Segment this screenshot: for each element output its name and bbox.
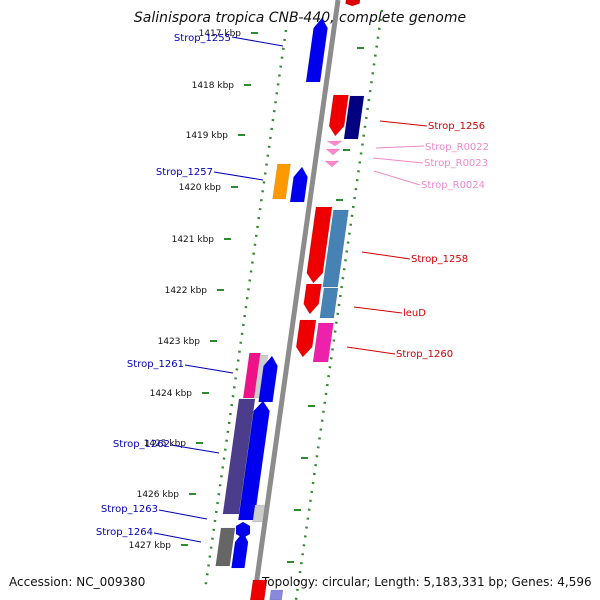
gene-leader-line bbox=[373, 170, 421, 186]
ruler-label: 1423 kbp bbox=[158, 337, 201, 347]
gene-leader-line bbox=[170, 444, 220, 454]
gene-glyph-leud[interactable] bbox=[303, 283, 322, 315]
gene-leader-line bbox=[353, 306, 403, 314]
gene-glyph-strop-r0024[interactable] bbox=[324, 160, 340, 168]
gene-label[interactable]: Strop_R0022 bbox=[425, 142, 489, 153]
gene-labels: Strop_1255 Strop_1256 Strop_R0022 Strop_R00… bbox=[96, 33, 489, 543]
gene-leader-line bbox=[361, 251, 411, 260]
ruler-label: 1422 kbp bbox=[165, 286, 208, 296]
gene-glyph-strop-1256-partner[interactable] bbox=[343, 95, 365, 140]
gene-label[interactable]: Strop_1262 bbox=[113, 439, 170, 450]
gene-glyph-strop-1261[interactable] bbox=[258, 355, 278, 403]
ruler-label: 1421 kbp bbox=[172, 235, 215, 245]
gene-glyph-bottom-partial-blue[interactable] bbox=[269, 589, 284, 600]
gene-glyph-strop-1262-slate[interactable] bbox=[222, 398, 256, 515]
gene-glyph-top-partial[interactable] bbox=[345, 0, 361, 7]
gene-leader-line bbox=[184, 364, 234, 374]
gene-label[interactable]: Strop_1264 bbox=[96, 527, 153, 538]
gene-leader-line bbox=[346, 346, 396, 355]
gene-label[interactable]: Strop_1255 bbox=[174, 33, 231, 44]
gene-glyph-strop-1258-steel[interactable] bbox=[322, 209, 349, 288]
gene-label[interactable]: Strop_1260 bbox=[396, 349, 453, 360]
gene-glyph-strop-1257-orange[interactable] bbox=[272, 163, 291, 200]
gene-leader-line bbox=[375, 145, 425, 149]
ruler-label: 1420 kbp bbox=[179, 183, 222, 193]
gene-glyph-strop-1260-pink[interactable] bbox=[312, 322, 334, 363]
genome-stats: Topology: circular; Length: 5,183,331 bp… bbox=[262, 575, 592, 589]
accession-text: Accession: NC_009380 bbox=[9, 575, 146, 589]
ruler-label: 1426 kbp bbox=[137, 490, 180, 500]
gene-glyph-strop-r0023[interactable] bbox=[325, 148, 341, 156]
gene-label[interactable]: Strop_1256 bbox=[428, 121, 485, 132]
ruler-label: 1419 kbp bbox=[186, 131, 229, 141]
gene-glyph-bottom-partial-red[interactable] bbox=[249, 579, 268, 600]
gene-glyph-strop-1255[interactable] bbox=[305, 17, 328, 83]
ruler-label: 1427 kbp bbox=[129, 541, 172, 551]
gene-leader-line bbox=[372, 157, 424, 164]
gene-glyph-strop-1258[interactable] bbox=[306, 206, 333, 284]
gene-label[interactable]: leuD bbox=[403, 308, 426, 319]
ruler-label: 1424 kbp bbox=[150, 389, 193, 399]
gene-glyph-leud-steel[interactable] bbox=[319, 287, 339, 319]
gene-leader-line bbox=[158, 509, 208, 520]
gene-label[interactable]: Strop_1257 bbox=[156, 167, 213, 178]
gene-glyph-strop-1264[interactable] bbox=[231, 531, 249, 569]
gene-leader-line bbox=[379, 120, 428, 127]
gene-glyph-strop-1260[interactable] bbox=[295, 319, 317, 358]
gene-label[interactable]: Strop_R0024 bbox=[421, 180, 485, 191]
gene-label[interactable]: Strop_R0023 bbox=[424, 158, 488, 169]
gene-glyph-strop-1257[interactable] bbox=[289, 166, 308, 203]
ruler-label: 1417 kbp bbox=[199, 29, 242, 39]
ruler-label: 1418 kbp bbox=[192, 81, 235, 91]
tick-tracks bbox=[203, 9, 384, 600]
gene-glyph-strop-1262-gray[interactable] bbox=[252, 504, 266, 523]
genome-backbone bbox=[251, 0, 341, 600]
gene-glyph-strop-r0022[interactable] bbox=[326, 140, 343, 147]
gene-glyph-strop-1264-gray[interactable] bbox=[215, 527, 236, 567]
gene-features bbox=[215, 0, 365, 600]
gene-glyph-strop-1256[interactable] bbox=[328, 94, 349, 137]
gene-leader-line bbox=[153, 532, 202, 543]
right-tick-track bbox=[294, 9, 384, 600]
gene-glyph-strop-1262[interactable] bbox=[238, 400, 270, 521]
gene-label[interactable]: Strop_1258 bbox=[411, 254, 468, 265]
ruler-label: 1425 kbp bbox=[144, 439, 187, 449]
gene-label[interactable]: Strop_1261 bbox=[127, 359, 184, 370]
gene-leader-line bbox=[231, 36, 284, 47]
genome-title: Salinispora tropica CNB-440, complete ge… bbox=[133, 10, 467, 26]
gene-label[interactable]: Strop_1263 bbox=[101, 504, 158, 515]
gene-leader-line bbox=[213, 171, 264, 181]
